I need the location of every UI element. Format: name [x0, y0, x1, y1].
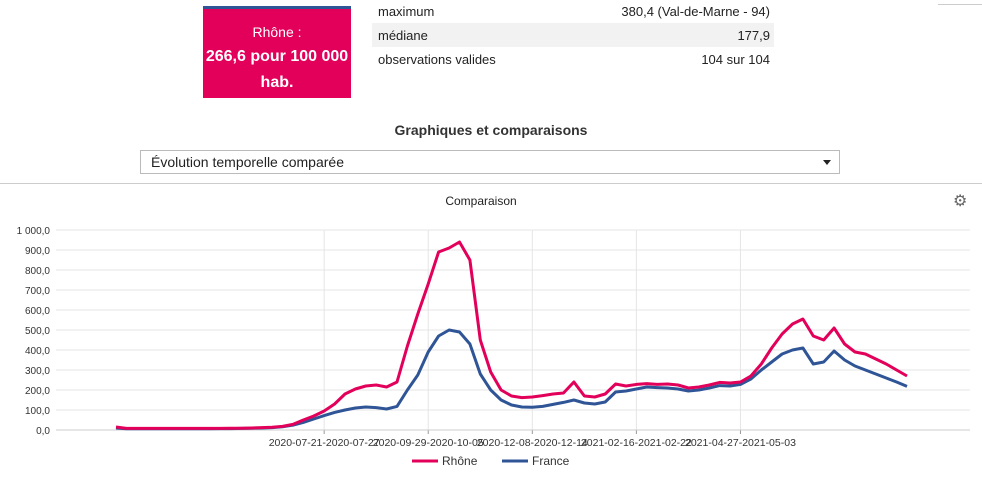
stat-card-value: 266,6 pour 100 000 hab.	[205, 48, 349, 91]
line-chart: 0,0 100,0 200,0 300,0 400,0 500,0 600,0 700,0 80…	[17, 226, 970, 468]
chart-type-select-value: Évolution temporelle comparée	[151, 154, 344, 170]
stat-card-label: Rhône :	[252, 24, 302, 40]
gear-icon[interactable]: ⚙	[953, 193, 968, 210]
y-tick-label: 800,0	[25, 266, 50, 277]
y-tick-label: 400,0	[25, 346, 50, 357]
y-axis: 0,0 100,0 200,0 300,0 400,0 500,0 600,0 700,0 80…	[17, 226, 51, 437]
x-tick-label: 2020-07-21-2020-07-27	[269, 437, 380, 449]
stats-value: 104 sur 104	[701, 51, 770, 67]
stats-row: maximum 380,4 (Val-de-Marne - 94)	[372, 0, 774, 23]
y-tick-label: 200,0	[25, 386, 50, 397]
stats-value: 177,9	[737, 27, 770, 43]
chart-legend: Rhône France	[412, 454, 570, 468]
stat-card: Rhône : 266,6 pour 100 000 hab.	[203, 0, 351, 98]
chart-type-select[interactable]: Évolution temporelle comparée	[140, 150, 840, 174]
x-tick-label: 2020-12-08-2020-12-14	[477, 437, 588, 449]
stats-label: observations valides	[378, 51, 496, 67]
stats-value: 380,4 (Val-de-Marne - 94)	[621, 3, 770, 19]
caret-down-icon[interactable]	[823, 160, 831, 165]
y-tick-label: 1 000,0	[17, 226, 51, 237]
legend-item[interactable]: Rhône	[412, 454, 478, 468]
series-line-rhone	[115, 240, 908, 430]
stat-card-bar	[203, 0, 351, 9]
x-axis: 2020-07-21-2020-07-272020-09-29-2020-10-…	[56, 429, 970, 449]
stats-label: médiane	[378, 27, 428, 43]
x-tick-label: 2020-09-29-2020-10-05	[373, 437, 484, 449]
y-tick-label: 700,0	[25, 286, 50, 297]
section-title: Graphiques et comparaisons	[394, 122, 588, 138]
y-tick-label: 500,0	[25, 326, 50, 337]
legend-label: France	[532, 454, 570, 468]
chart-lines	[115, 240, 908, 431]
x-tick-label: 2021-02-16-2021-02-22	[581, 437, 692, 449]
chart-panel: Comparaison ⚙ 0,0 100,0 200,0 300,0 400,0 500…	[0, 183, 982, 480]
y-tick-label: 900,0	[25, 246, 50, 257]
y-tick-label: 100,0	[25, 406, 50, 417]
stats-row: observations valides 104 sur 104	[372, 47, 774, 71]
stats-row: médiane 177,9	[372, 23, 774, 47]
y-tick-label: 600,0	[25, 306, 50, 317]
top-divider	[938, 4, 982, 5]
stats-label: maximum	[378, 3, 435, 19]
series-line-france	[115, 328, 908, 431]
chart-title: Comparaison	[445, 194, 517, 208]
legend-label: Rhône	[442, 454, 478, 468]
y-tick-label: 300,0	[25, 366, 50, 377]
x-tick-label: 2021-04-27-2021-05-03	[685, 437, 796, 449]
y-tick-label: 0,0	[36, 426, 50, 437]
legend-item[interactable]: France	[502, 454, 570, 468]
